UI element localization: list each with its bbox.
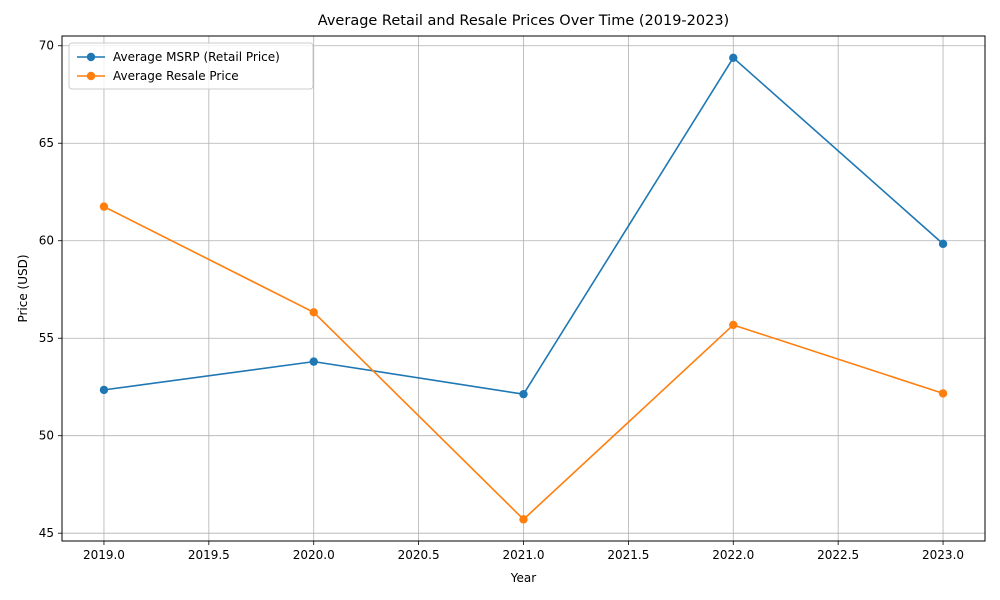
plot-series	[99, 53, 948, 524]
legend-box	[68, 42, 314, 90]
legend-label: Average MSRP (Retail Price)	[113, 50, 280, 64]
legend-marker	[86, 52, 96, 62]
y-tick-label: 70	[39, 39, 54, 53]
legend-label: Average Resale Price	[113, 69, 239, 83]
x-tick-label: 2022.5	[817, 548, 859, 562]
x-tick-label: 2019.5	[188, 548, 230, 562]
legend-item: Average Resale Price	[77, 69, 239, 83]
series-2	[99, 202, 948, 524]
legend-item: Average MSRP (Retail Price)	[77, 50, 280, 64]
x-axis-label: Year	[510, 571, 536, 585]
x-tick-label: 2023.0	[922, 548, 964, 562]
axis-ticks: 2019.0 2019.5 2020.0 2020.5 2021.0 2021.5 2022…	[39, 39, 964, 562]
legend-marker	[86, 71, 96, 81]
chart-title: Average Retail and Resale Prices Over Ti…	[318, 13, 729, 29]
x-tick-label: 2021.5	[607, 548, 649, 562]
data-point	[938, 389, 948, 398]
data-point	[309, 357, 318, 366]
data-point	[938, 239, 948, 249]
data-point	[519, 515, 528, 524]
grid-lines	[62, 36, 985, 541]
y-tick-label: 60	[39, 234, 54, 248]
y-tick-label: 50	[39, 429, 54, 443]
x-tick-label: 2019.0	[83, 548, 125, 562]
data-point	[729, 320, 738, 330]
x-tick-label: 2020.5	[398, 548, 440, 562]
y-axis-label: Price (USD)	[16, 254, 30, 322]
data-point	[309, 308, 318, 317]
x-tick-label: 2020.0	[293, 548, 335, 562]
series-1	[99, 53, 948, 399]
y-tick-label: 55	[39, 331, 54, 345]
y-tick-label: 45	[39, 526, 54, 540]
legend: Average MSRP (Retail Price) Average Resal…	[68, 42, 314, 90]
data-point	[519, 389, 528, 399]
data-point	[99, 202, 109, 211]
x-tick-label: 2022.0	[712, 548, 754, 562]
y-tick-label: 65	[39, 136, 54, 150]
data-point	[729, 53, 738, 63]
x-tick-label: 2021.0	[503, 548, 545, 562]
data-point	[99, 385, 109, 395]
